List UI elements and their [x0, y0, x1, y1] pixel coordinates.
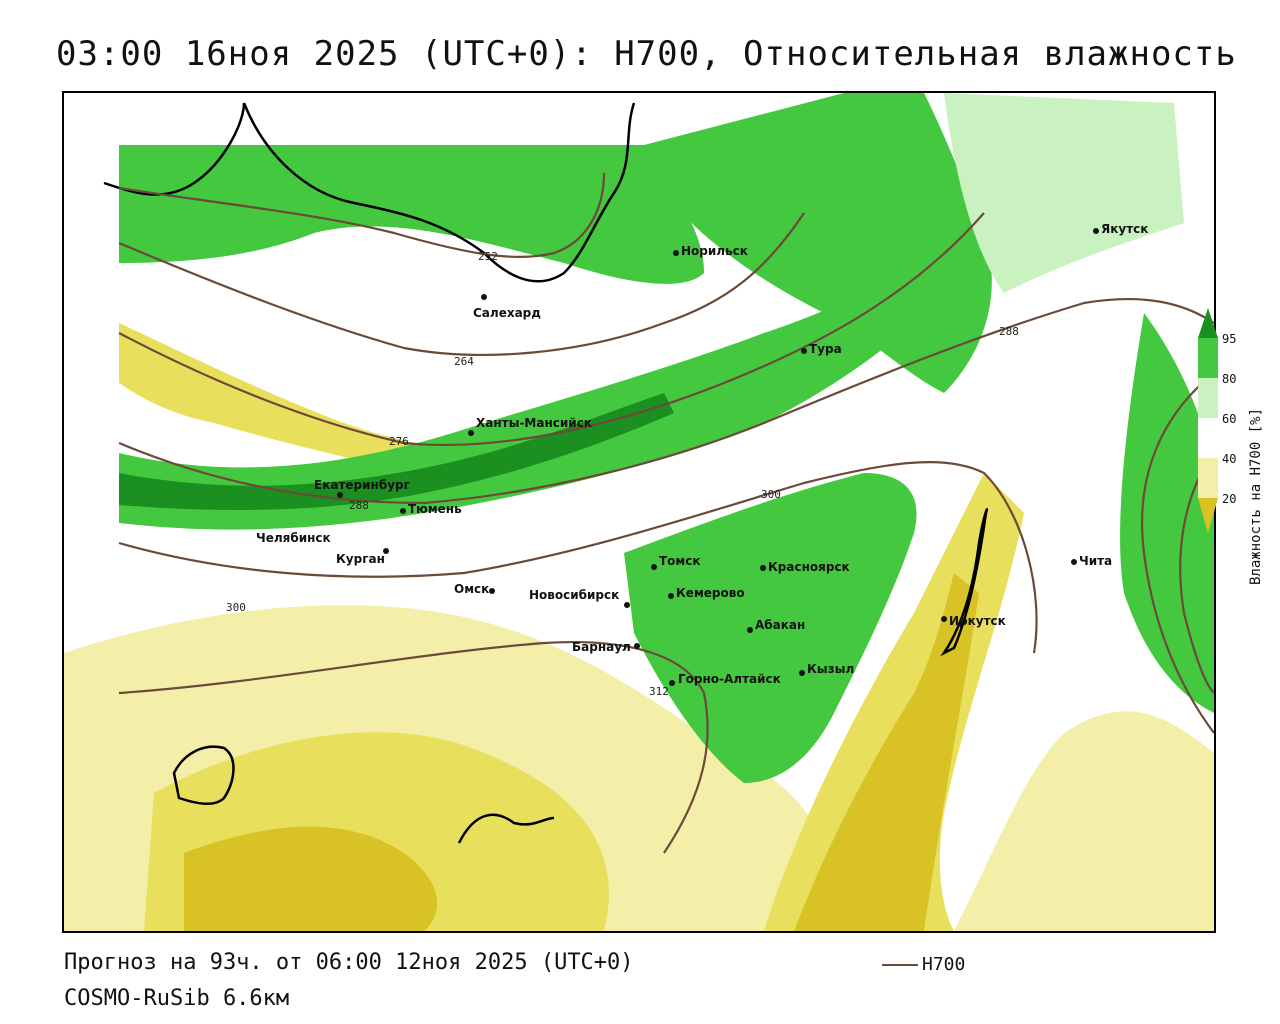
- contour-legend-label: H700: [922, 954, 966, 975]
- city-dot: [941, 616, 947, 622]
- colorbar-bottom-arrow: [1198, 498, 1218, 533]
- colorbar-tick: 60: [1222, 412, 1237, 426]
- city-label-tomsk: Томск: [659, 554, 701, 568]
- contour-252: [118, 172, 606, 258]
- contour-label: 300: [761, 488, 781, 501]
- colorbar-tick: 80: [1222, 372, 1237, 386]
- city-label-novosibirsk: Новосибирск: [529, 588, 619, 602]
- city-dot: [337, 492, 343, 498]
- h700-contours: [118, 172, 1214, 854]
- city-dot: [481, 294, 487, 300]
- very-dry-core-southeast: [794, 573, 979, 931]
- city-label-abakan: Абакан: [755, 618, 805, 632]
- contour-label: 276: [389, 435, 409, 448]
- city-dot: [760, 565, 766, 571]
- contour-label: 288: [999, 325, 1019, 338]
- city-dot: [383, 548, 389, 554]
- city-dot: [634, 643, 640, 649]
- moist-region-east: [1120, 313, 1214, 713]
- contour-label: 252: [478, 250, 498, 263]
- city-markers: Якутск Норильск Салехард Тура Ханты-Манс…: [256, 222, 1148, 686]
- city-label-gorno-altaysk: Горно-Алтайск: [678, 672, 781, 686]
- city-label-barnaul: Барнаул: [572, 640, 631, 654]
- humidity-colorbar: [1198, 308, 1218, 533]
- contour-east-2: [1179, 452, 1214, 694]
- contour-label: 312: [649, 685, 669, 698]
- colorbar-seg-60-80: [1198, 378, 1218, 418]
- contour-label: 300: [226, 601, 246, 614]
- humidity-map: 252 264 276 288 300 312 288 300 Якутск Н…: [64, 93, 1214, 931]
- map-title: 03:00 16ноя 2025 (UTC+0): H700, Относите…: [56, 34, 1237, 74]
- city-label-salekhard: Салехард: [473, 306, 541, 320]
- arctic-coastline: [103, 102, 636, 283]
- very-dry-core-south: [184, 826, 438, 931]
- colorbar-top-arrow: [1198, 308, 1218, 338]
- moist-band-north: [119, 145, 704, 284]
- city-label-tyumen: Тюмень: [408, 502, 462, 516]
- moist-core-center: [119, 393, 674, 510]
- city-dot: [651, 564, 657, 570]
- city-dot: [799, 670, 805, 676]
- city-label-norilsk: Норильск: [681, 244, 748, 258]
- city-label-yakutsk: Якутск: [1101, 222, 1148, 236]
- city-label-kyzyl: Кызыл: [807, 662, 854, 676]
- contour-300: [118, 461, 1038, 654]
- contour-label: 264: [454, 355, 474, 368]
- colorbar-tick: 95: [1222, 332, 1237, 346]
- moist-band-northeast: [644, 93, 992, 393]
- city-label-kemerovo: Кемерово: [676, 586, 745, 600]
- lake-balkhash: [457, 813, 555, 844]
- city-dot: [624, 602, 630, 608]
- city-label-irkutsk: Иркутск: [949, 614, 1006, 628]
- city-dot: [668, 593, 674, 599]
- contour-legend-line: [882, 964, 918, 966]
- city-dot: [1093, 228, 1099, 234]
- city-dot: [747, 627, 753, 633]
- contour-288: [118, 297, 1214, 505]
- city-label-krasnoyarsk: Красноярск: [768, 560, 850, 574]
- contour-east-1: [1140, 372, 1214, 734]
- contour-label: 288: [349, 499, 369, 512]
- aral-sea: [172, 745, 235, 805]
- contour-276: [118, 212, 985, 446]
- city-label-ekaterinburg: Екатеринбург: [314, 478, 410, 492]
- colorbar-seg-20-40: [1198, 458, 1218, 498]
- contour-264: [118, 212, 805, 356]
- dry-region-east: [954, 711, 1214, 931]
- contour-312: [118, 640, 709, 854]
- city-dot: [669, 680, 675, 686]
- colorbar-tick: 20: [1222, 492, 1237, 506]
- city-dot: [400, 508, 406, 514]
- forecast-info: Прогноз на 93ч. от 06:00 12ноя 2025 (UTC…: [64, 950, 634, 975]
- colorbar-tick: 40: [1222, 452, 1237, 466]
- colorbar-seg-80-95: [1198, 338, 1218, 378]
- city-dot: [1071, 559, 1077, 565]
- city-dot: [468, 430, 474, 436]
- city-label-chita: Чита: [1079, 554, 1112, 568]
- city-label-chelyabinsk: Челябинск: [256, 531, 331, 545]
- city-label-tura: Тура: [809, 342, 842, 356]
- model-name: COSMO-RuSib 6.6км: [64, 986, 290, 1011]
- dry-region-west: [119, 323, 444, 473]
- city-label-omsk: Омск: [454, 582, 489, 596]
- city-dot: [673, 250, 679, 256]
- lake-baikal: [940, 508, 989, 657]
- colorbar-title: Влажность на H700 [%]: [1248, 407, 1264, 585]
- city-dot: [801, 348, 807, 354]
- contour-legend: H700: [882, 954, 965, 975]
- moist-region-siberia: [624, 473, 917, 783]
- colorbar-seg-40-60: [1198, 418, 1218, 458]
- contour-labels: 252 264 276 288 300 312 288 300: [226, 250, 1019, 698]
- light-moist-northeast: [944, 93, 1184, 293]
- city-label-khanty-mansiysk: Ханты-Мансийск: [476, 416, 592, 430]
- map-panel: 252 264 276 288 300 312 288 300 Якутск Н…: [62, 91, 1216, 933]
- moist-band-center: [119, 273, 924, 530]
- city-label-kurgan: Курган: [336, 552, 385, 566]
- city-dot: [489, 588, 495, 594]
